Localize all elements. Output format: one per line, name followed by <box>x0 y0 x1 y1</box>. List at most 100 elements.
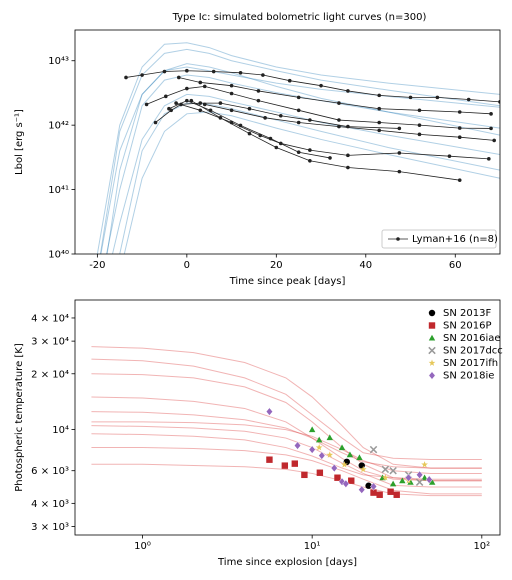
data-point <box>389 480 397 487</box>
observed-point <box>417 108 422 113</box>
legend-marker <box>428 346 436 355</box>
x-tick-label: 10⁰ <box>134 541 151 552</box>
y-tick-label: 10⁴⁰ <box>48 250 69 261</box>
observed-point <box>144 102 149 107</box>
data-point <box>326 434 333 441</box>
observed-point <box>162 69 167 74</box>
observed-point <box>337 124 341 129</box>
data-point <box>265 407 273 416</box>
observed-point <box>308 118 312 122</box>
data-point <box>348 477 355 484</box>
observed-point <box>397 169 402 174</box>
chart-title: Type Ic: simulated bolometric light curv… <box>172 12 427 23</box>
y-tick-label: 10⁴³ <box>48 56 69 67</box>
observed-point <box>435 95 440 100</box>
observed-point <box>337 118 341 122</box>
y-tick-label: 4 × 10⁴ <box>31 313 69 324</box>
data-point <box>399 477 406 484</box>
axes-frame <box>74 299 501 536</box>
observed-point <box>274 145 279 150</box>
observed-point <box>167 106 171 111</box>
observed-point <box>256 98 261 103</box>
data-point <box>308 426 316 433</box>
legend-marker <box>428 371 436 380</box>
data-point <box>356 454 363 461</box>
observed-point <box>258 133 263 138</box>
plot-area <box>91 346 482 498</box>
data-point <box>421 474 428 481</box>
y-tick-label: 10⁴² <box>48 121 69 132</box>
data-point <box>387 488 394 495</box>
legend-label: SN 2018ie <box>443 371 494 382</box>
simulated-curve <box>91 463 482 497</box>
observed-point <box>296 150 301 155</box>
y-tick-label: 6 × 10³ <box>31 466 69 477</box>
observed-point <box>238 70 243 75</box>
simulated-curve <box>106 66 500 254</box>
observed-point <box>263 116 267 120</box>
observed-point <box>185 98 189 103</box>
observed-point <box>487 157 491 161</box>
data-point <box>358 462 365 469</box>
observed-point <box>247 131 252 136</box>
observed-point <box>153 120 158 125</box>
data-point <box>359 465 367 473</box>
data-point <box>393 491 400 498</box>
data-point <box>416 470 424 480</box>
simulated-curve <box>119 102 500 254</box>
legend-label: SN 2017dcc <box>443 346 503 357</box>
observed-point <box>377 93 382 98</box>
data-point <box>429 479 436 485</box>
legend-label: SN 2013F <box>443 308 491 319</box>
simulated-curve <box>91 411 482 469</box>
observed-point <box>218 101 223 105</box>
legend-label: SN 2017ifh <box>443 358 498 369</box>
observed-point <box>287 78 292 83</box>
plot-area <box>96 42 500 254</box>
data-point <box>358 485 366 494</box>
simulated-curve <box>91 373 482 482</box>
observed-curve <box>178 77 492 115</box>
legend-box <box>381 229 497 249</box>
y-tick-label: 3 × 10⁴ <box>31 337 69 348</box>
observed-point <box>211 69 216 74</box>
observed-point <box>229 108 234 113</box>
x-tick-label: 60 <box>449 260 462 271</box>
data-point <box>301 471 308 479</box>
data-point <box>330 463 338 473</box>
observed-point <box>346 89 350 93</box>
observed-point <box>189 98 194 103</box>
observed-point <box>164 94 168 99</box>
x-tick-label: 10¹ <box>304 541 321 552</box>
observed-point <box>466 97 471 102</box>
observed-point <box>417 123 422 127</box>
x-tick-label: 10² <box>473 541 490 552</box>
data-point <box>341 461 348 468</box>
y-tick-label: 10⁴¹ <box>48 185 69 196</box>
observed-point <box>229 91 234 96</box>
legend-marker <box>428 309 436 317</box>
data-point <box>281 462 289 469</box>
data-point <box>389 466 397 475</box>
data-point <box>291 460 298 467</box>
y-tick-label: 3 × 10³ <box>31 522 69 533</box>
data-point <box>415 478 424 486</box>
legend-label: Lyman+16 (n=8) <box>412 234 498 245</box>
y-tick-label: 2 × 10⁴ <box>31 369 69 380</box>
legend-marker <box>428 359 436 366</box>
data-point <box>381 465 390 474</box>
observed-point <box>377 106 382 111</box>
data-point <box>376 491 383 498</box>
data-point <box>338 444 346 451</box>
legend-label: SN 2016iae <box>443 333 501 344</box>
observed-point <box>174 101 178 105</box>
data-point <box>421 461 428 468</box>
data-point <box>370 489 377 496</box>
observed-point <box>185 86 189 91</box>
data-point <box>318 451 326 460</box>
observed-point <box>377 128 382 133</box>
data-point <box>342 479 350 489</box>
data-point <box>308 445 316 454</box>
observed-point <box>296 108 301 113</box>
